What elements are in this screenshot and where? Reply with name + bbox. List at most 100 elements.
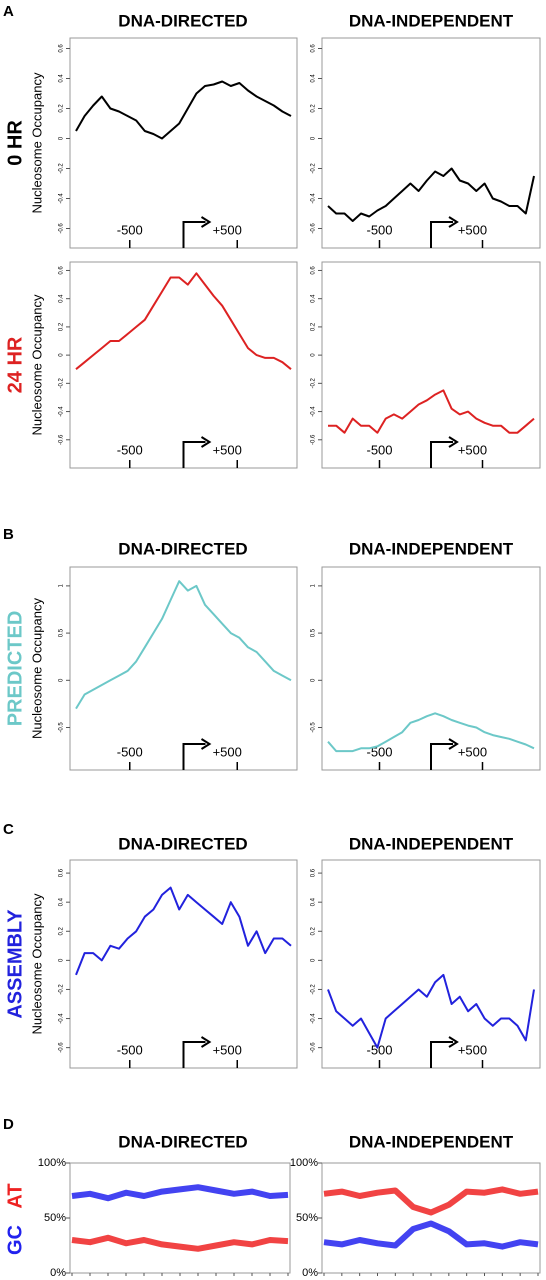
y-tick-label: 50% bbox=[44, 1212, 66, 1224]
y-tick-label: 0 bbox=[59, 678, 65, 682]
y-tick-label: 0.2 bbox=[59, 104, 65, 113]
row-label: PREDICTED bbox=[4, 611, 26, 727]
column-title: DNA-DIRECTED bbox=[118, 539, 247, 558]
tss-arrow bbox=[182, 441, 206, 468]
y-tick-label: 100% bbox=[290, 1157, 318, 1169]
plot-frame bbox=[69, 37, 298, 249]
column-title: DNA-INDEPENDENT bbox=[349, 834, 514, 853]
y-tick-label: 0.2 bbox=[311, 322, 317, 331]
x-tick-label: +500 bbox=[458, 442, 487, 457]
plot-frame bbox=[69, 859, 298, 1069]
y-axis-label: Nucleosome Occupancy bbox=[29, 893, 44, 1034]
y-tick-label: -0.5 bbox=[59, 722, 65, 733]
tss-arrowhead bbox=[448, 1036, 459, 1048]
y-tick-label: 1 bbox=[59, 584, 65, 588]
panel-letter: D bbox=[3, 1116, 14, 1133]
y-tick-label: 0.2 bbox=[311, 104, 317, 113]
y-tick-label: 0.2 bbox=[59, 322, 65, 331]
series-label: GC bbox=[4, 1225, 26, 1255]
plot-frame bbox=[69, 1162, 291, 1274]
y-tick-label: -0.4 bbox=[311, 193, 317, 204]
y-tick-label: 0.4 bbox=[311, 897, 317, 906]
y-axis-label: Nucleosome Occupancy bbox=[29, 294, 44, 435]
y-tick-label: -0.2 bbox=[311, 378, 317, 389]
y-tick-label: -0.6 bbox=[311, 434, 317, 445]
y-tick-label: -0.6 bbox=[59, 223, 65, 234]
y-tick-label: -0.2 bbox=[59, 378, 65, 389]
y-tick-label: 0.4 bbox=[59, 294, 65, 303]
x-tick-label: +500 bbox=[213, 744, 242, 759]
y-tick-label: 0.2 bbox=[311, 926, 317, 935]
y-tick-label: 0.4 bbox=[311, 294, 317, 303]
y-tick-label: -0.4 bbox=[59, 1013, 65, 1024]
y-tick-label: 0 bbox=[311, 136, 317, 140]
y-tick-label: 0% bbox=[50, 1267, 66, 1279]
column-title: DNA-INDEPENDENT bbox=[349, 11, 514, 30]
plot-frame bbox=[321, 1162, 541, 1274]
y-tick-label: 0% bbox=[302, 1267, 318, 1279]
series-line bbox=[323, 1186, 539, 1216]
y-tick-label: -0.4 bbox=[59, 406, 65, 417]
x-tick-label: -500 bbox=[366, 744, 392, 759]
y-tick-label: 0.6 bbox=[59, 868, 65, 877]
y-tick-label: 50% bbox=[296, 1212, 318, 1224]
x-tick-label: +500 bbox=[458, 1042, 487, 1057]
x-tick-label: -500 bbox=[366, 222, 392, 237]
panel-letter: C bbox=[3, 821, 14, 838]
y-tick-label: -0.2 bbox=[59, 984, 65, 995]
plot-frame bbox=[69, 566, 298, 771]
x-tick-label: -500 bbox=[366, 1042, 392, 1057]
y-tick-label: 0 bbox=[311, 353, 317, 357]
y-tick-label: -0.2 bbox=[311, 984, 317, 995]
x-tick-label: -500 bbox=[117, 222, 143, 237]
tss-arrowhead bbox=[448, 216, 459, 228]
y-tick-label: 0.4 bbox=[59, 74, 65, 83]
plot-frame bbox=[321, 859, 541, 1069]
y-tick-label: 0 bbox=[59, 353, 65, 357]
y-tick-label: 0.6 bbox=[59, 266, 65, 275]
y-tick-label: 0.6 bbox=[311, 44, 317, 53]
row-label: ASSEMBLY bbox=[4, 909, 26, 1019]
series-line bbox=[75, 886, 292, 976]
y-tick-label: -0.2 bbox=[311, 163, 317, 174]
column-title: DNA-INDEPENDENT bbox=[349, 539, 514, 558]
tss-arrowhead bbox=[200, 1036, 212, 1048]
y-tick-label: 0 bbox=[311, 678, 317, 682]
series-line bbox=[75, 80, 292, 140]
y-tick-label: -0.4 bbox=[59, 193, 65, 204]
x-tick-label: -500 bbox=[117, 1042, 143, 1057]
tss-arrowhead bbox=[200, 738, 212, 750]
y-tick-label: 1 bbox=[311, 584, 317, 588]
series-line bbox=[75, 272, 292, 370]
series-line bbox=[71, 1184, 289, 1202]
y-tick-label: -0.5 bbox=[311, 722, 317, 733]
y-tick-label: -0.6 bbox=[59, 434, 65, 445]
y-tick-label: 0.2 bbox=[59, 926, 65, 935]
tss-arrowhead bbox=[200, 436, 212, 448]
column-title: DNA-DIRECTED bbox=[118, 11, 247, 30]
y-tick-label: 0.5 bbox=[59, 628, 65, 637]
y-tick-label: -0.6 bbox=[311, 223, 317, 234]
x-tick-label: +500 bbox=[213, 222, 242, 237]
y-tick-label: -0.2 bbox=[59, 163, 65, 174]
y-axis-label: Nucleosome Occupancy bbox=[29, 598, 44, 739]
tss-arrow bbox=[182, 1041, 206, 1068]
series-line bbox=[327, 973, 535, 1049]
tss-arrowhead bbox=[448, 436, 459, 448]
tss-arrow bbox=[430, 221, 453, 248]
series-line bbox=[323, 1220, 539, 1250]
series-line bbox=[327, 712, 535, 753]
tss-arrow bbox=[430, 743, 453, 770]
y-tick-label: -0.4 bbox=[311, 1013, 317, 1024]
x-tick-label: +500 bbox=[213, 1042, 242, 1057]
plot-frame bbox=[321, 37, 541, 249]
column-title: DNA-DIRECTED bbox=[118, 834, 247, 853]
series-line bbox=[327, 167, 535, 222]
plot-frame bbox=[321, 261, 541, 469]
y-tick-label: 0.4 bbox=[311, 74, 317, 83]
y-tick-label: 0.6 bbox=[59, 44, 65, 53]
plot-frame bbox=[69, 261, 298, 469]
column-title: DNA-INDEPENDENT bbox=[349, 1132, 514, 1151]
tss-arrow bbox=[430, 1041, 453, 1068]
